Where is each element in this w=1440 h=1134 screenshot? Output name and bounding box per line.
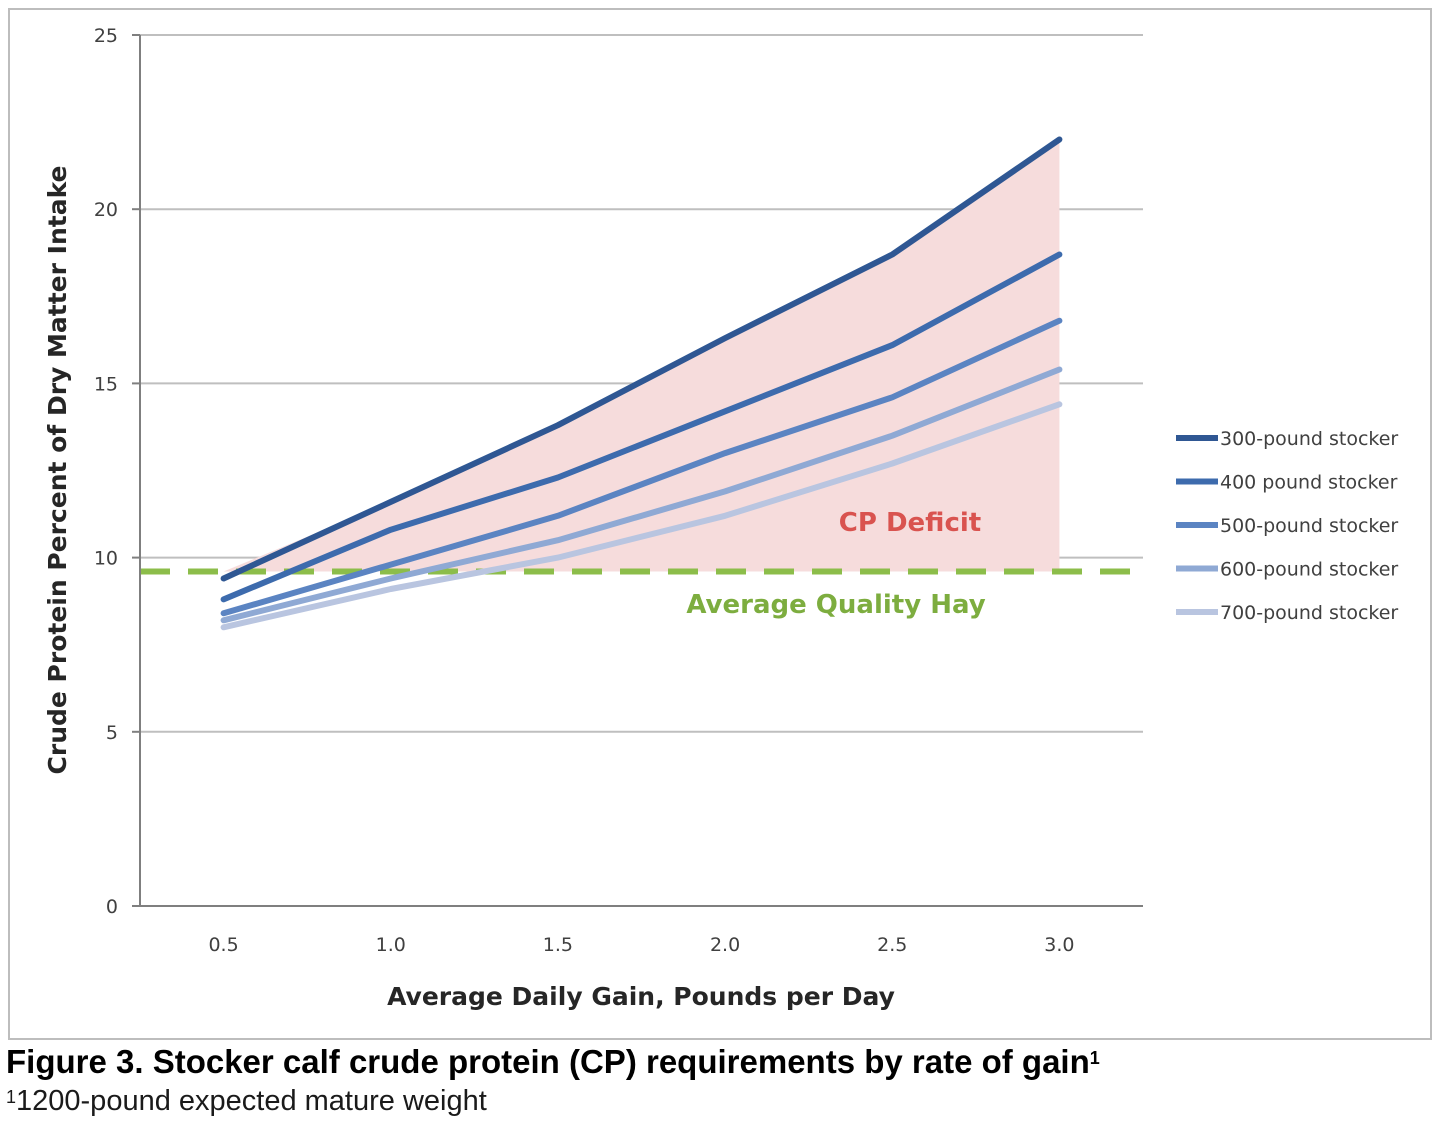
x-axis-title: Average Daily Gain, Pounds per Day bbox=[387, 982, 895, 1011]
y-tick-label-0: 0 bbox=[106, 896, 118, 918]
legend-label-3: 500-pound stocker bbox=[1220, 515, 1398, 537]
y-tick-label-15: 15 bbox=[94, 373, 118, 395]
x-tick-label-5: 3.0 bbox=[1044, 934, 1074, 956]
series-line-2 bbox=[220, 251, 1063, 603]
cp-deficit-label: CP Deficit bbox=[839, 508, 981, 538]
caption-title-footnote-mark: 1 bbox=[1089, 1048, 1100, 1068]
y-tick-label-20: 20 bbox=[94, 199, 118, 221]
x-tick-label-3: 2.0 bbox=[710, 934, 740, 956]
legend-item-1: 300-pound stocker bbox=[1176, 428, 1398, 450]
series-line-1 bbox=[220, 136, 1063, 582]
legend-label-1: 300-pound stocker bbox=[1220, 428, 1398, 450]
hay-label: Average Quality Hay bbox=[686, 590, 985, 620]
legend-item-5: 700-pound stocker bbox=[1176, 602, 1398, 624]
series-line-4 bbox=[220, 366, 1063, 624]
x-tick-label-2: 1.5 bbox=[543, 934, 573, 956]
figure-caption: Figure 3. Stocker calf crude protein (CP… bbox=[6, 1041, 1426, 1119]
x-tick-labels: 0.5 1.0 1.5 2.0 2.5 3.0 bbox=[208, 934, 1074, 956]
caption-note-footnote-mark: 1 bbox=[6, 1087, 17, 1107]
cp-deficit-area bbox=[223, 139, 1060, 572]
y-tick-labels: 0 5 10 15 20 25 bbox=[94, 25, 118, 918]
y-axis-title: Crude Protein Percent of Dry Matter Inta… bbox=[43, 166, 72, 775]
x-tick-label-0: 0.5 bbox=[208, 934, 238, 956]
x-tick-label-1: 1.0 bbox=[376, 934, 406, 956]
axes bbox=[132, 34, 1143, 907]
legend-label-2: 400 pound stocker bbox=[1220, 472, 1398, 494]
legend-item-2: 400 pound stocker bbox=[1176, 472, 1398, 494]
legend-item-3: 500-pound stocker bbox=[1176, 515, 1398, 537]
caption-note: 11200-pound expected mature weight bbox=[6, 1083, 1426, 1119]
y-tick-label-10: 10 bbox=[94, 548, 118, 570]
cp-deficit-region bbox=[223, 139, 1060, 572]
series-line-5 bbox=[220, 401, 1063, 631]
caption-title: Figure 3. Stocker calf crude protein (CP… bbox=[6, 1041, 1426, 1083]
x-tick-label-4: 2.5 bbox=[877, 934, 907, 956]
series-lines bbox=[220, 136, 1063, 631]
caption-note-text: 1200-pound expected mature weight bbox=[16, 1085, 487, 1117]
y-tick-label-25: 25 bbox=[94, 25, 118, 47]
legend: 300-pound stocker 400 pound stocker 500-po… bbox=[1176, 428, 1398, 624]
y-tick-label-5: 5 bbox=[106, 722, 118, 744]
legend-item-4: 600-pound stocker bbox=[1176, 559, 1398, 581]
series-line-3 bbox=[220, 317, 1063, 617]
legend-label-5: 700-pound stocker bbox=[1220, 602, 1398, 624]
caption-title-text: Figure 3. Stocker calf crude protein (CP… bbox=[6, 1043, 1090, 1080]
line-chart: 0 5 10 15 20 25 0.5 1.0 1.5 2.0 2.5 3.0 300-pound … bbox=[43, 25, 1398, 1011]
legend-label-4: 600-pound stocker bbox=[1220, 559, 1398, 581]
